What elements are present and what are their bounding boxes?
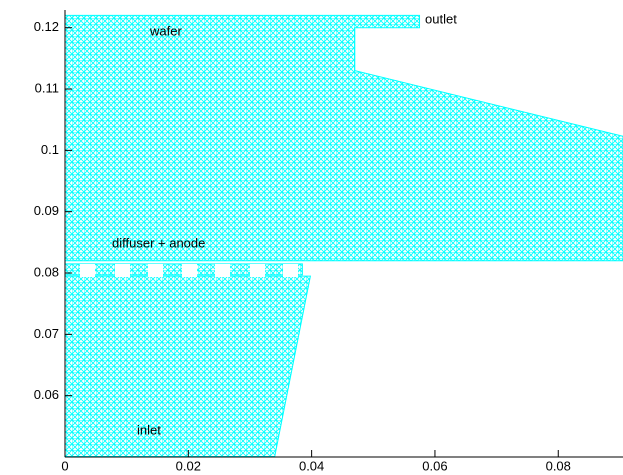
mesh-region (65, 15, 623, 260)
y-tick-label: 0.09 (34, 203, 59, 218)
y-tick-label: 0.06 (34, 387, 59, 402)
x-tick-label: 0.06 (422, 458, 447, 473)
y-tick-label: 0.08 (34, 264, 59, 279)
mesh-region (65, 276, 310, 457)
x-tick-label: 0.02 (176, 458, 201, 473)
y-tick-label: 0.11 (35, 80, 59, 95)
annotation: diffuser + anode (112, 235, 205, 250)
x-tick-label: 0 (61, 458, 68, 473)
annotation: wafer (149, 23, 182, 38)
annotation: outlet (425, 11, 457, 26)
y-tick-label: 0.07 (34, 326, 59, 341)
y-tick-label: 0.12 (34, 19, 59, 34)
annotation: inlet (137, 422, 161, 437)
x-tick-label: 0.08 (546, 458, 571, 473)
chart: wafer outlet diffuser + anode inlet 0 0.0… (0, 0, 623, 475)
x-tick-label: 0.04 (299, 458, 324, 473)
y-tick-label: 0.1 (41, 142, 59, 157)
